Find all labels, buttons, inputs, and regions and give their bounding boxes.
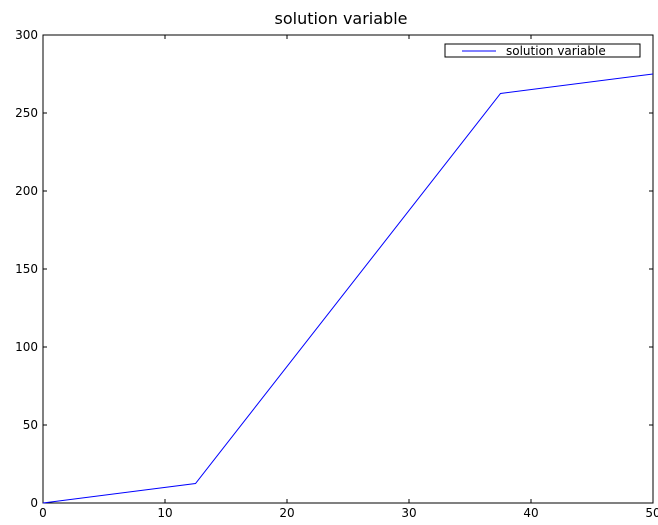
y-tick-label: 250 bbox=[15, 106, 38, 120]
y-tick-label: 50 bbox=[23, 418, 38, 432]
plot-area bbox=[42, 34, 654, 504]
legend-box bbox=[444, 43, 641, 58]
legend: solution variable bbox=[444, 43, 641, 58]
x-tick-label: 0 bbox=[39, 506, 47, 520]
y-tick-label: 0 bbox=[30, 496, 38, 510]
chart-title: solution variable bbox=[275, 9, 408, 28]
x-tick-label: 10 bbox=[157, 506, 172, 520]
x-tick-label: 50 bbox=[645, 506, 658, 520]
series-layer bbox=[42, 73, 654, 504]
series-line bbox=[42, 73, 654, 504]
legend-label: solution variable bbox=[506, 44, 606, 58]
y-tick-label: 200 bbox=[15, 184, 38, 198]
x-tick-label: 40 bbox=[523, 506, 538, 520]
axis-ticks: 0 10 20 30 40 50 0 50 100 150 200 250 300 bbox=[15, 28, 658, 520]
x-tick-label: 30 bbox=[401, 506, 416, 520]
y-tick-label: 100 bbox=[15, 340, 38, 354]
y-tick-label: 300 bbox=[15, 28, 38, 42]
x-tick-label: 20 bbox=[279, 506, 294, 520]
y-tick-label: 150 bbox=[15, 262, 38, 276]
